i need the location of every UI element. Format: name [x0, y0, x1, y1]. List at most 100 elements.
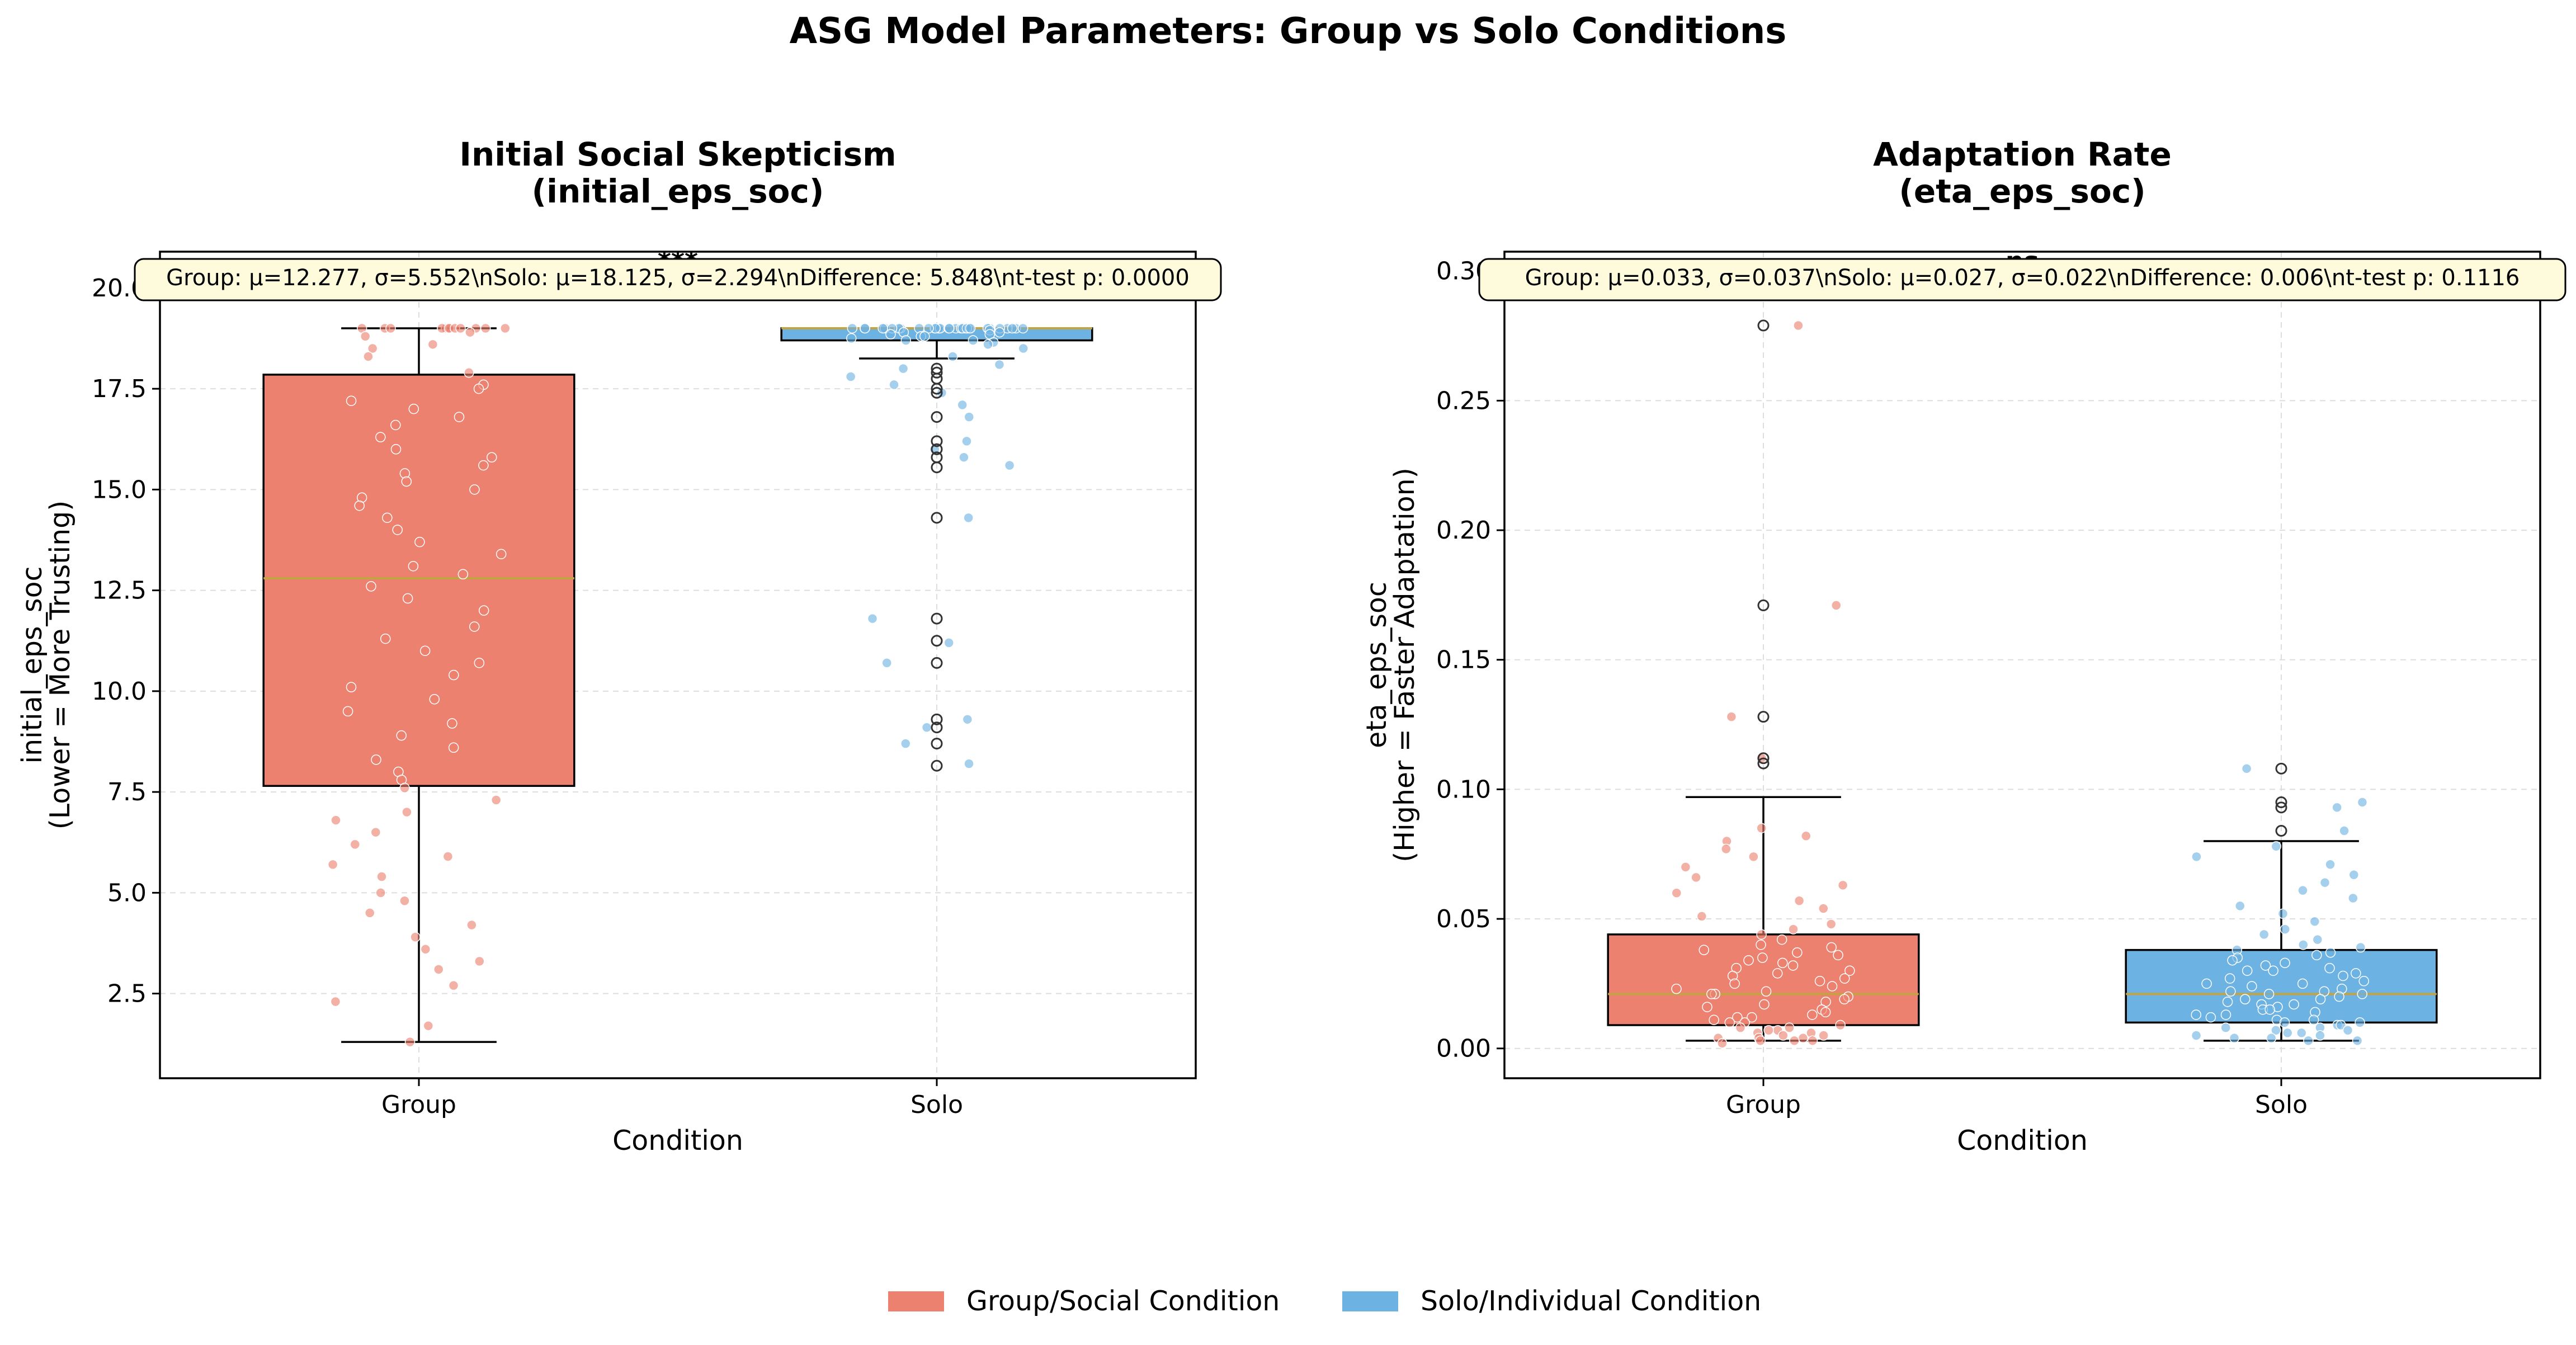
data-point-solo: [847, 323, 858, 334]
data-point-solo: [2191, 1009, 2201, 1020]
outlier-point: [931, 386, 943, 399]
data-point-solo: [968, 335, 979, 346]
data-point-group: [474, 956, 485, 967]
data-point-solo: [2325, 947, 2336, 958]
data-point-group: [478, 460, 489, 471]
data-point-solo: [1018, 343, 1028, 354]
data-point-solo: [2319, 877, 2330, 888]
data-point-solo: [923, 323, 934, 334]
data-point-solo: [2201, 978, 2212, 989]
data-point-solo: [2297, 885, 2308, 896]
y-tick-label: 17.5: [92, 375, 147, 403]
data-point-group: [496, 549, 507, 559]
data-point-group: [449, 669, 459, 681]
x-axis-label: Condition: [612, 1125, 743, 1157]
data-point-solo: [919, 331, 930, 342]
data-point-group: [455, 323, 466, 334]
data-point-group: [1706, 989, 1717, 999]
data-point-group: [414, 536, 425, 548]
outlier-point: [931, 713, 943, 725]
data-point-solo: [2308, 1014, 2319, 1026]
data-point-group: [1818, 903, 1829, 914]
data-point-solo: [2220, 1022, 2231, 1033]
data-point-group: [1794, 895, 1805, 906]
legend-swatch-group: [888, 1291, 944, 1311]
data-point-group: [1844, 965, 1855, 976]
data-point-group: [402, 806, 412, 818]
data-point-solo: [2312, 934, 2323, 945]
outlier-point: [1757, 599, 1770, 611]
data-point-group: [354, 500, 365, 511]
data-point-group: [1759, 999, 1770, 1010]
data-point-group: [1717, 1038, 1728, 1049]
data-point-group: [1784, 1022, 1795, 1033]
y-axis-label-line2: (Higher = Faster Adaptation): [1389, 468, 1421, 862]
outlier-point: [931, 721, 943, 734]
data-point-solo: [846, 333, 857, 344]
data-point-group: [448, 980, 459, 991]
data-point-solo: [2247, 981, 2257, 992]
data-point-group: [1797, 1032, 1809, 1044]
data-point-solo: [2303, 1035, 2314, 1046]
y-tick-label: 0.25: [1436, 386, 1491, 415]
data-point-group: [442, 851, 454, 862]
stats-text: Group: μ=0.033, σ=0.037\nSolo: μ=0.027, …: [1525, 265, 2520, 291]
stats-box: [134, 258, 1222, 301]
box-group: [262, 374, 575, 787]
data-point-solo: [994, 327, 1005, 338]
outlier-point: [931, 738, 943, 750]
data-point-solo: [2298, 940, 2309, 950]
data-point-group: [500, 323, 511, 334]
data-point-group: [382, 512, 393, 523]
data-point-group: [410, 932, 421, 942]
data-point-group: [454, 412, 465, 422]
data-point-group: [469, 621, 480, 632]
data-point-group: [1830, 600, 1842, 611]
data-point-solo: [900, 738, 911, 749]
data-point-group: [1691, 872, 1701, 883]
outlier-point: [1757, 711, 1770, 723]
data-point-solo: [2271, 1025, 2281, 1036]
data-point-group: [1709, 1014, 1719, 1026]
data-point-group: [478, 605, 489, 616]
data-point-group: [1835, 1020, 1846, 1031]
data-point-group: [464, 367, 474, 378]
data-point-group: [490, 795, 502, 805]
data-point-group: [429, 694, 440, 705]
data-point-group: [346, 682, 357, 692]
legend: Group/Social Condition Solo/Individual C…: [888, 1285, 1761, 1317]
axes-frame: [1503, 251, 2541, 1079]
data-point-solo: [943, 638, 954, 648]
data-point-solo: [2229, 1032, 2240, 1044]
data-point-solo: [2311, 950, 2322, 961]
data-point-group: [473, 383, 484, 394]
outlier-point: [931, 435, 943, 447]
data-point-solo: [1007, 323, 1018, 334]
data-point-solo: [1017, 323, 1028, 334]
y-tick-label: 0.05: [1436, 905, 1491, 933]
data-point-solo: [881, 658, 892, 668]
data-point-solo: [2271, 841, 2282, 852]
data-point-solo: [921, 722, 932, 733]
data-point-group: [401, 476, 412, 487]
data-point-group: [1826, 942, 1837, 953]
data-point-group: [1827, 981, 1838, 992]
data-point-solo: [2342, 1025, 2353, 1036]
data-point-group: [1757, 952, 1768, 963]
outlier-point: [931, 612, 943, 625]
outlier-point: [931, 461, 943, 474]
data-point-solo: [867, 613, 878, 624]
data-point-group: [1724, 1017, 1735, 1028]
data-point-group: [1743, 955, 1754, 966]
data-point-solo: [2355, 1017, 2365, 1028]
data-point-group: [1756, 929, 1767, 940]
data-point-group: [1788, 924, 1799, 935]
data-point-solo: [2220, 1009, 2231, 1020]
data-point-group: [1777, 957, 1788, 969]
data-point-group: [447, 718, 457, 729]
data-point-solo: [944, 323, 955, 334]
data-point-solo: [962, 714, 973, 725]
data-point-group: [465, 327, 475, 338]
data-point-group: [330, 996, 341, 1007]
